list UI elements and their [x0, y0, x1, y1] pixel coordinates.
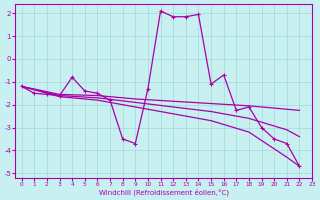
X-axis label: Windchill (Refroidissement éolien,°C): Windchill (Refroidissement éolien,°C) — [99, 188, 229, 196]
